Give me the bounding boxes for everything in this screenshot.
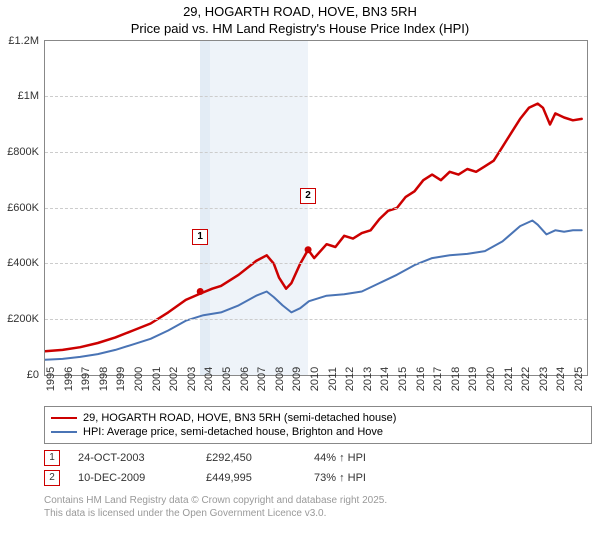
xtick-label: 2008 (274, 367, 286, 391)
sale-marker-icon: 2 (44, 470, 60, 486)
ytick-label: £0 (27, 369, 39, 381)
xtick-label: 2018 (450, 367, 462, 391)
xtick-label: 2020 (485, 367, 497, 391)
sale-marker-icon: 1 (44, 450, 60, 466)
chart-container: 29, HOGARTH ROAD, HOVE, BN3 5RH Price pa… (0, 0, 600, 560)
xtick-label: 2015 (397, 367, 409, 391)
legend-label: 29, HOGARTH ROAD, HOVE, BN3 5RH (semi-de… (83, 412, 396, 424)
ytick-label: £1.2M (8, 35, 39, 47)
series-line (45, 103, 582, 351)
ytick-label: £1M (18, 90, 39, 102)
gridline-h (45, 152, 587, 153)
xtick-label: 2002 (168, 367, 180, 391)
xtick-label: 2001 (151, 367, 163, 391)
legend-label: HPI: Average price, semi-detached house,… (83, 426, 383, 438)
ytick-label: £600K (7, 202, 39, 214)
xtick-label: 1995 (45, 367, 57, 391)
ytick-label: £800K (7, 146, 39, 158)
xtick-label: 2004 (203, 367, 215, 391)
xtick-label: 2024 (555, 367, 567, 391)
xtick-label: 2012 (344, 367, 356, 391)
sales-footer: 1 24-OCT-2003 £292,450 44% ↑ HPI 2 10-DEC-200… (44, 448, 592, 488)
gridline-h (45, 319, 587, 320)
legend-row: HPI: Average price, semi-detached house,… (51, 425, 585, 439)
gridline-h (45, 208, 587, 209)
ytick-label: £400K (7, 257, 39, 269)
legend-swatch (51, 431, 77, 433)
xtick-label: 1996 (63, 367, 75, 391)
gridline-h (45, 96, 587, 97)
sale-date: 10-DEC-2009 (78, 472, 188, 484)
title-line-1: 29, HOGARTH ROAD, HOVE, BN3 5RH (0, 4, 600, 21)
sale-marker: 1 (192, 229, 208, 245)
xtick-label: 2013 (362, 367, 374, 391)
xtick-label: 2006 (239, 367, 251, 391)
xtick-label: 2017 (432, 367, 444, 391)
sale-point (197, 288, 204, 295)
xtick-label: 2019 (467, 367, 479, 391)
xtick-label: 2005 (221, 367, 233, 391)
legend: 29, HOGARTH ROAD, HOVE, BN3 5RH (semi-de… (44, 406, 592, 444)
ytick-label: £200K (7, 313, 39, 325)
xtick-label: 2025 (573, 367, 585, 391)
xtick-label: 2023 (538, 367, 550, 391)
sale-marker: 2 (300, 188, 316, 204)
plot-region: £0£200K£400K£600K£800K£1M£1.2M1995199619… (44, 40, 588, 376)
attribution: Contains HM Land Registry data © Crown c… (44, 494, 592, 520)
title-line-2: Price paid vs. HM Land Registry's House … (0, 21, 600, 38)
xtick-label: 2021 (503, 367, 515, 391)
xtick-label: 2000 (133, 367, 145, 391)
legend-swatch (51, 417, 77, 419)
attribution-line-2: This data is licensed under the Open Gov… (44, 507, 592, 520)
sale-point (305, 246, 312, 253)
sale-row: 2 10-DEC-2009 £449,995 73% ↑ HPI (44, 468, 592, 488)
sale-price: £449,995 (206, 472, 296, 484)
xtick-label: 2016 (415, 367, 427, 391)
xtick-label: 2011 (327, 367, 339, 391)
xtick-label: 1999 (115, 367, 127, 391)
sale-row: 1 24-OCT-2003 £292,450 44% ↑ HPI (44, 448, 592, 468)
xtick-label: 2022 (520, 367, 532, 391)
sale-price: £292,450 (206, 452, 296, 464)
xtick-label: 1997 (80, 367, 92, 391)
sale-delta: 73% ↑ HPI (314, 472, 366, 484)
xtick-label: 2007 (256, 367, 268, 391)
xtick-label: 2014 (379, 367, 391, 391)
xtick-label: 2009 (291, 367, 303, 391)
legend-row: 29, HOGARTH ROAD, HOVE, BN3 5RH (semi-de… (51, 411, 585, 425)
xtick-label: 2010 (309, 367, 321, 391)
sale-delta: 44% ↑ HPI (314, 452, 366, 464)
sale-date: 24-OCT-2003 (78, 452, 188, 464)
xtick-label: 1998 (98, 367, 110, 391)
attribution-line-1: Contains HM Land Registry data © Crown c… (44, 494, 592, 507)
chart-area: £0£200K£400K£600K£800K£1M£1.2M1995199619… (44, 40, 588, 400)
title-block: 29, HOGARTH ROAD, HOVE, BN3 5RH Price pa… (0, 0, 600, 40)
xtick-label: 2003 (186, 367, 198, 391)
gridline-h (45, 263, 587, 264)
series-line (45, 220, 582, 359)
